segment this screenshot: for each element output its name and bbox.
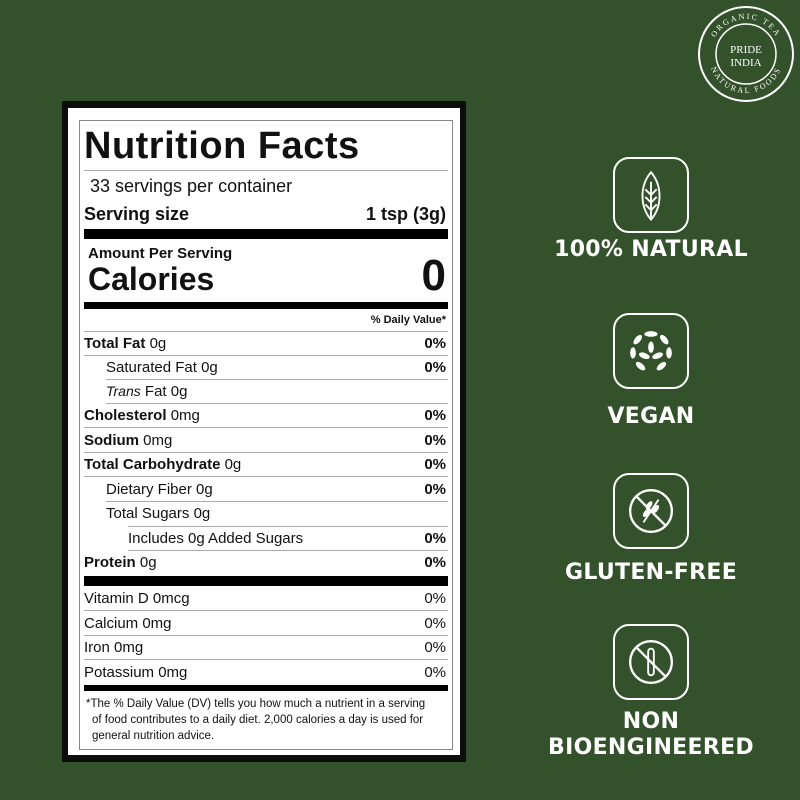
calories-label: Calories — [88, 261, 215, 297]
gluten-free-badge — [613, 473, 689, 549]
nutrient-dv: 0% — [424, 481, 446, 498]
daily-value-header: % Daily Value* — [370, 314, 446, 326]
vegan-leaves-icon — [630, 331, 672, 371]
vitamin-dv: 0% — [424, 615, 446, 632]
nutrient-row: Sodium 0mg 0% — [84, 429, 448, 453]
vitamin-name: Potassium 0mg — [84, 664, 188, 681]
nutrient-name: Saturated Fat — [106, 359, 197, 376]
svg-text:INDIA: INDIA — [730, 57, 761, 69]
servings-per-container: 33 servings per container — [90, 176, 293, 196]
nutrient-amount: 0mg — [143, 432, 173, 449]
nutrient-row: Trans Fat 0g — [106, 380, 448, 404]
nutrient-row: Total Sugars 0g — [106, 502, 448, 526]
nutrient-amount: 0g — [139, 554, 157, 571]
vitamin-row: Vitamin D 0mcg 0% — [84, 587, 448, 611]
footnote: *The % Daily Value (DV) tells you how mu… — [86, 698, 426, 742]
nutrient-dv: 0% — [424, 530, 446, 547]
nutrient-name: Includes 0g Added Sugars — [128, 530, 304, 547]
vegan-badge — [613, 313, 689, 389]
non-bioengineered-badge — [613, 624, 689, 700]
nutrient-name: Protein — [84, 554, 136, 571]
non-bioengineered-label: NON BIOENGINEERED — [548, 709, 754, 760]
nutrient-name: Total Sugars — [106, 505, 190, 522]
nutrient-dv: 0% — [424, 359, 446, 376]
serving-size-label: Serving size — [84, 204, 190, 224]
vitamin-dv: 0% — [424, 639, 446, 656]
nutrient-amount: 0g — [196, 481, 213, 498]
vitamin-row: Calcium 0mg 0% — [84, 612, 448, 636]
calories-value: 0 — [421, 251, 446, 300]
nutrient-amount: 0g — [201, 359, 218, 376]
svg-text:PRIDE: PRIDE — [730, 44, 762, 56]
label-title: Nutrition Facts — [84, 125, 360, 167]
nutrient-amount: Fat 0g — [144, 383, 188, 400]
nutrient-amount: 0g — [193, 505, 211, 522]
nutrient-row: Total Carbohydrate 0g 0% — [84, 453, 448, 477]
nutrient-row: Total Fat 0g 0% — [84, 332, 448, 356]
nutrient-amount: 0g — [224, 456, 242, 473]
nutrient-row: Includes 0g Added Sugars 0% — [128, 527, 448, 551]
nutrient-row: Cholesterol 0mg 0% — [84, 404, 448, 428]
vegan-label: VEGAN — [607, 404, 695, 429]
serving-size-value: 1 tsp (3g) — [365, 204, 446, 224]
vitamin-row: Iron 0mg 0% — [84, 636, 448, 660]
nutrient-row: Saturated Fat 0g 0% — [106, 356, 448, 380]
pride-india-logo: ORGANIC TEA NATURAL FOODS PRIDE INDIA — [698, 6, 794, 102]
label-background — [68, 108, 460, 755]
nutrient-name: Total Fat — [84, 335, 146, 352]
nutrient-dv: 0% — [424, 456, 446, 473]
leaf-icon — [641, 170, 661, 222]
vitamin-dv: 0% — [424, 590, 446, 607]
nutrient-dv: 0% — [424, 407, 446, 424]
vitamin-row: Potassium 0mg 0% — [84, 661, 448, 685]
vitamin-name: Vitamin D 0mcg — [84, 590, 190, 607]
nutrient-amount: 0g — [149, 335, 167, 352]
nutrient-row: Dietary Fiber 0g 0% — [106, 478, 448, 502]
nutrient-name: Trans — [106, 383, 141, 399]
nutrient-amount: 0mg — [170, 407, 200, 424]
nutrient-name: Sodium — [84, 432, 139, 449]
nutrient-dv: 0% — [424, 432, 446, 449]
no-wheat-icon — [628, 488, 674, 534]
nutrient-dv: 0% — [424, 335, 446, 352]
nutrient-name: Dietary Fiber — [106, 481, 192, 498]
nutrient-name: Cholesterol — [84, 407, 167, 424]
vitamin-name: Iron 0mg — [84, 639, 144, 656]
no-test-tube-icon — [628, 639, 674, 685]
vitamin-name: Calcium 0mg — [84, 615, 172, 632]
natural-badge — [613, 157, 689, 233]
nutrition-facts-label: Nutrition Facts 33 servings per containe… — [79, 120, 453, 750]
gluten-free-label: GLUTEN-FREE — [564, 560, 738, 585]
nutrient-row: Protein 0g 0% — [84, 551, 448, 575]
vitamin-dv: 0% — [424, 664, 446, 681]
amount-per-serving: Amount Per Serving — [88, 245, 233, 262]
nutrient-name: Total Carbohydrate — [84, 456, 221, 473]
nutrient-dv: 0% — [424, 554, 446, 571]
natural-label: 100% NATURAL — [554, 237, 748, 262]
